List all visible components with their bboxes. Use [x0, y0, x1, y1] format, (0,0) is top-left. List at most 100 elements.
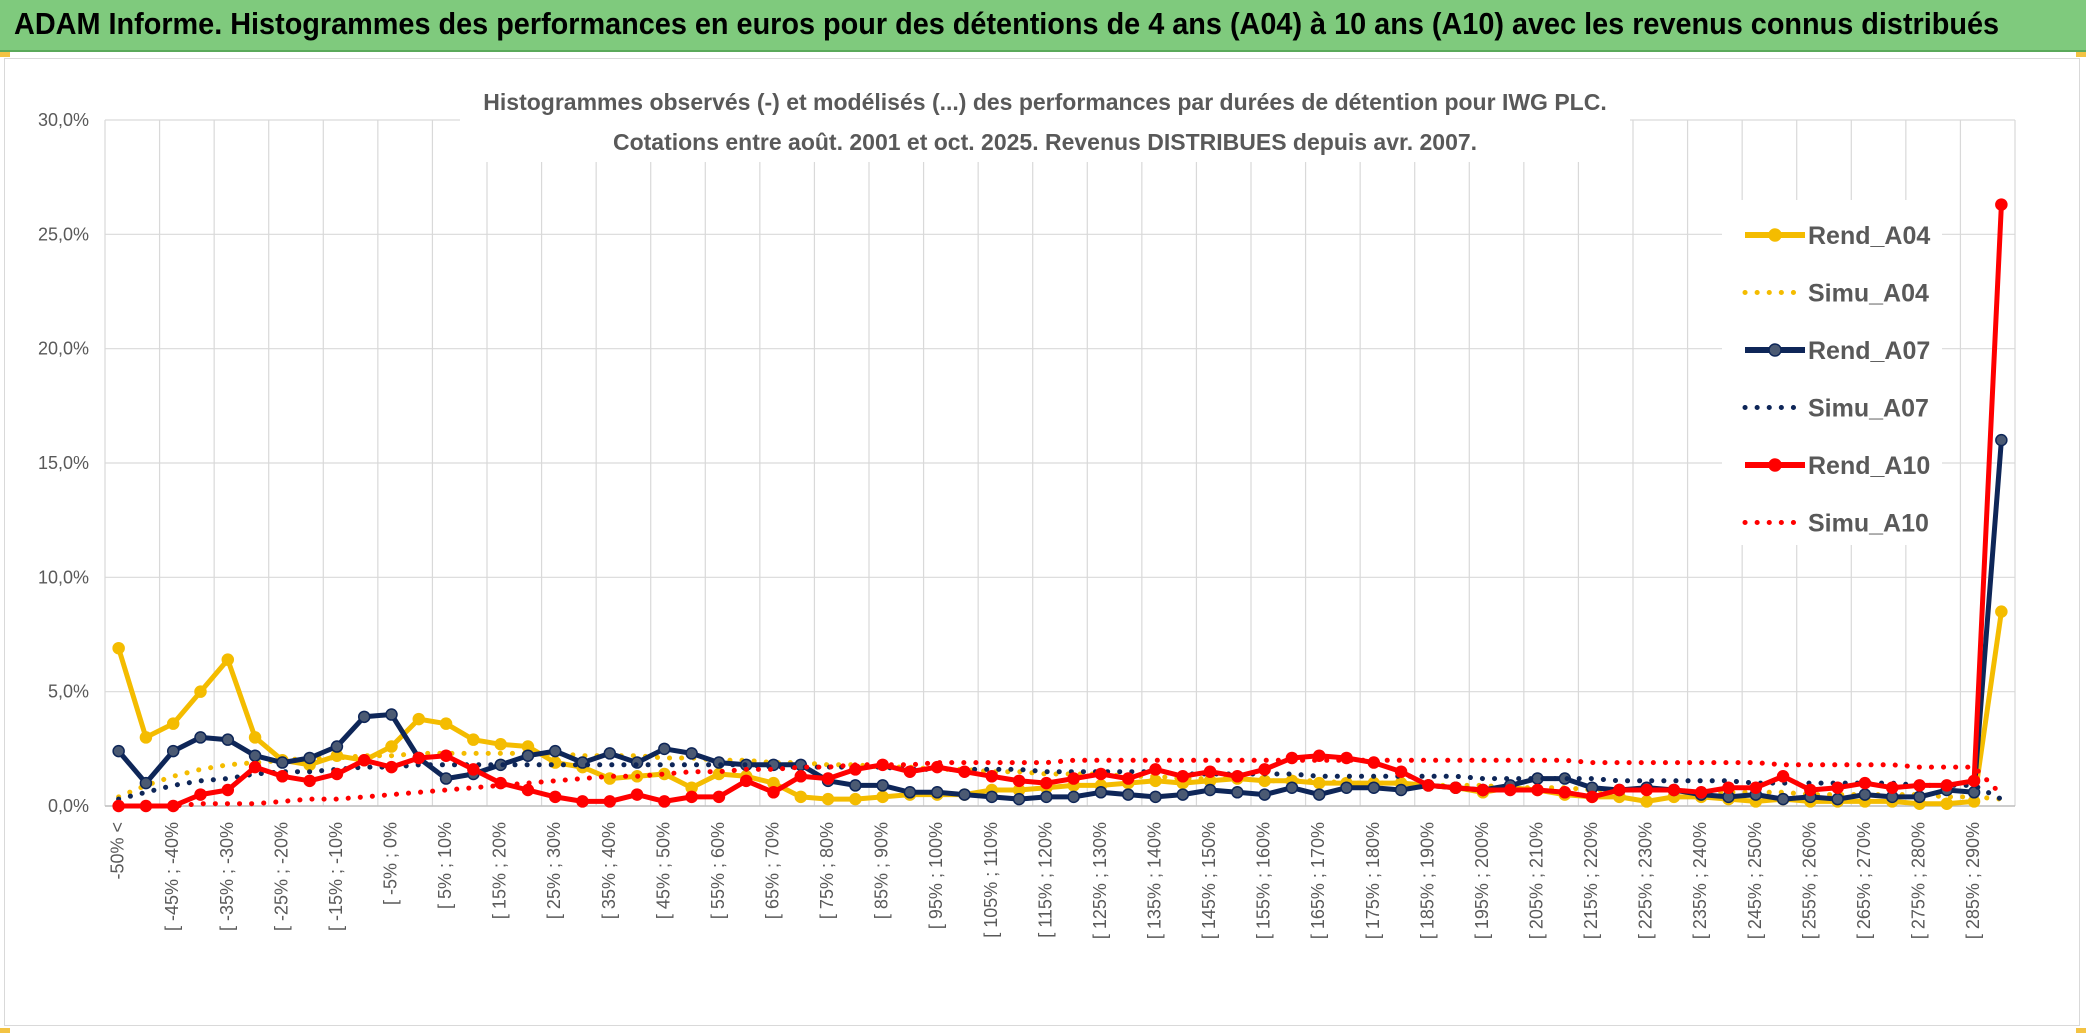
y-tick-label: 0,0%	[48, 796, 89, 816]
report-header: ADAM Informe. Histogrammes des performan…	[0, 0, 2086, 52]
data-point-rend-a07	[357, 710, 371, 724]
data-point-rend-a07	[1149, 790, 1162, 804]
x-tick-label: [ 155% ; 160%	[1254, 822, 1274, 939]
data-point-rend-a07	[248, 749, 262, 762]
data-point-rend-a10	[303, 774, 316, 788]
data-point-rend-a10	[1394, 765, 1408, 778]
legend-marker	[1768, 458, 1782, 472]
data-point-rend-a07	[1831, 792, 1844, 806]
data-point-rend-a10	[1067, 772, 1080, 785]
data-point-rend-a07	[1312, 788, 1326, 801]
data-point-rend-a07	[1121, 788, 1135, 801]
x-tick-label: [ 65% ; 70%	[763, 822, 783, 919]
data-point-rend-a07	[1776, 792, 1790, 806]
x-tick-label: -50% <	[108, 822, 128, 880]
data-point-rend-a07	[1067, 790, 1080, 804]
data-point-rend-a07	[166, 744, 180, 758]
data-point-rend-a10	[1040, 776, 1053, 790]
chart-title-line-1: Histogrammes observés (-) et modélisés (…	[483, 89, 1606, 115]
frame-corner-marker	[2076, 52, 2086, 57]
y-tick-label: 10,0%	[38, 567, 89, 587]
legend-item-simu-a07: Simu_A07	[1742, 395, 1929, 423]
data-point-rend-a04	[221, 653, 235, 666]
data-point-rend-a10	[1121, 772, 1135, 785]
legend-label: Simu_A10	[1808, 510, 1929, 538]
data-point-rend-a10	[767, 786, 780, 799]
x-tick-label: [ -35% ; -30%	[217, 822, 237, 931]
series-layer	[112, 198, 2008, 813]
data-point-rend-a07	[139, 776, 153, 790]
series-line-simu-a10	[116, 757, 2004, 809]
data-point-rend-a10	[1804, 783, 1817, 797]
data-point-rend-a10	[385, 760, 398, 774]
x-tick-label: [ 25% ; 30%	[544, 822, 564, 919]
data-point-rend-a07	[1995, 433, 2008, 447]
data-point-rend-a07	[1203, 783, 1217, 797]
data-point-rend-a07	[1913, 790, 1926, 804]
data-point-rend-a10	[1585, 790, 1599, 804]
data-point-rend-a10	[1694, 786, 1708, 799]
data-point-rend-a04	[139, 731, 153, 744]
data-point-rend-a10	[739, 774, 753, 788]
legend-item-rend-a07: Rend_A07	[1745, 337, 1930, 365]
y-tick-label: 5,0%	[48, 682, 89, 702]
x-tick-label: [ 95% ; 100%	[926, 822, 946, 929]
data-point-rend-a07	[958, 788, 971, 801]
data-point-rend-a10	[1776, 770, 1790, 783]
series-line-rend-a10	[116, 202, 2004, 809]
data-point-rend-a10	[1967, 774, 1981, 788]
data-point-rend-a07	[1040, 790, 1053, 804]
data-point-rend-a10	[958, 765, 971, 778]
x-tick-label: [ 75% ; 80%	[817, 822, 837, 919]
data-point-rend-a04	[112, 641, 125, 655]
x-tick-label: [ 185% ; 190%	[1417, 822, 1437, 939]
data-point-rend-a10	[712, 790, 726, 804]
data-point-rend-a04	[876, 790, 889, 804]
data-point-rend-a07	[1394, 783, 1408, 797]
data-point-rend-a04	[412, 712, 426, 726]
legend-item-simu-a04: Simu_A04	[1742, 280, 1929, 308]
data-point-rend-a07	[849, 779, 862, 792]
x-tick-label: [ 245% ; 250%	[1745, 822, 1765, 939]
data-point-rend-a04	[1940, 797, 1954, 810]
x-tick-label: [ 205% ; 210%	[1527, 822, 1547, 939]
data-point-rend-a07	[221, 733, 235, 746]
data-point-rend-a07	[685, 747, 698, 760]
x-tick-label: [ 175% ; 180%	[1363, 822, 1383, 939]
data-point-rend-a10	[1749, 781, 1763, 794]
data-point-rend-a10	[903, 765, 917, 778]
data-point-rend-a10	[521, 783, 535, 797]
x-tick-label: [ 225% ; 230%	[1636, 822, 1656, 939]
legend-label: Rend_A04	[1808, 222, 1930, 250]
x-tick-label: [ 265% ; 270%	[1854, 822, 1874, 939]
data-point-rend-a07	[330, 740, 344, 753]
data-point-rend-a04	[439, 717, 453, 730]
data-point-rend-a10	[1913, 779, 1926, 792]
x-tick-label: [ 215% ; 220%	[1581, 822, 1601, 939]
series-simu-a10	[116, 757, 2004, 809]
data-point-rend-a07	[603, 747, 617, 760]
x-tick-label: [ -5% ; 0%	[381, 822, 401, 905]
data-point-rend-a07	[658, 742, 671, 756]
data-point-rend-a10	[357, 754, 371, 767]
data-point-rend-a10	[194, 788, 207, 801]
data-point-rend-a10	[630, 788, 644, 801]
data-point-rend-a10	[248, 760, 262, 774]
y-axis: 0,0% 5,0% 10,0% 15,0% 20,0% 25,0% 30,0%	[38, 110, 89, 816]
x-tick-label: [ 115% ; 120%	[1035, 822, 1055, 938]
y-tick-label: 25,0%	[38, 224, 89, 244]
data-point-rend-a07	[439, 772, 453, 785]
legend-background	[1722, 200, 1942, 545]
data-point-rend-a10	[1094, 767, 1108, 781]
legend-item-simu-a10: Simu_A10	[1742, 510, 1929, 538]
series-simu-a07	[116, 762, 2004, 802]
data-point-rend-a04	[166, 717, 180, 730]
frame-corner-marker	[0, 52, 10, 57]
series-line-rend-a07	[116, 437, 2004, 802]
x-tick-label: [ -15% ; -10%	[326, 822, 346, 931]
data-point-rend-a07	[876, 779, 889, 792]
legend-label: Simu_A07	[1808, 395, 1929, 423]
data-point-rend-a10	[412, 751, 426, 765]
x-tick-label: [ 105% ; 110%	[981, 822, 1001, 938]
data-point-rend-a07	[1176, 788, 1190, 801]
